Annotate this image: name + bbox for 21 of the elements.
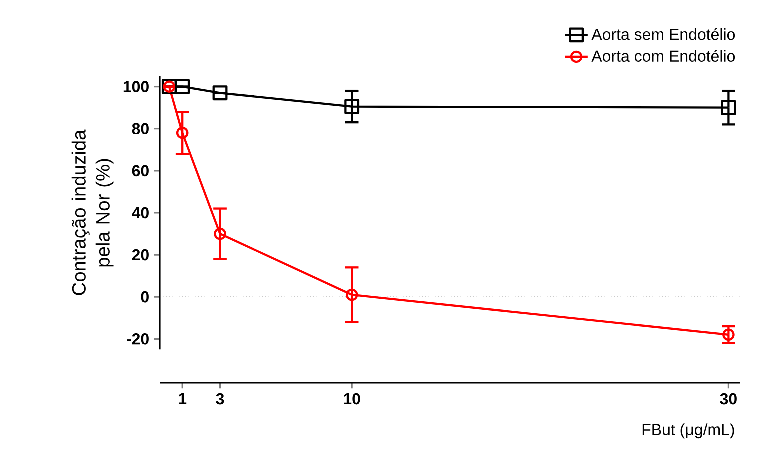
x-tick-label: 30 xyxy=(720,393,737,405)
point xyxy=(214,228,226,240)
y-axis-title: Contração induzida pela Nor (%) xyxy=(72,130,114,296)
x-axis-title: FBut (μg/mL) xyxy=(642,424,734,439)
y-tick-label: -20 xyxy=(127,333,149,345)
y-tick-label: 60 xyxy=(132,165,149,177)
point xyxy=(346,288,358,302)
x-tick-label: 10 xyxy=(344,393,360,405)
y-tick-label: 80 xyxy=(132,123,149,135)
x-tick-label: 1 xyxy=(179,393,187,404)
point xyxy=(212,86,228,101)
y-tick-label: 100 xyxy=(124,81,149,92)
point xyxy=(721,100,736,116)
point xyxy=(176,126,189,140)
point xyxy=(344,99,360,114)
legend-label: Aorta com Endotélio xyxy=(592,50,736,62)
y-tick-label: 0 xyxy=(141,291,149,303)
x-tick-label: 3 xyxy=(216,393,224,405)
legend-label: Aorta sem Endotélio xyxy=(592,28,736,40)
y-tick-label: 40 xyxy=(132,207,149,219)
y-tick-label: 20 xyxy=(132,249,149,261)
